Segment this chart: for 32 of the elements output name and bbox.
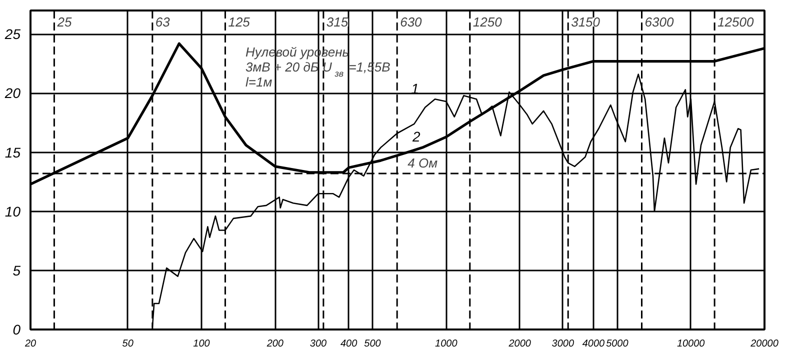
y-tick-label: 10: [4, 203, 21, 220]
x-tick-label: 10000: [676, 338, 706, 350]
x-tick-label: 4000: [582, 338, 606, 350]
x-tick-label: 50: [122, 338, 134, 350]
x-tick-label: 400: [340, 338, 358, 350]
x-tick-label: 20: [24, 338, 36, 350]
ref-line-label: 25: [56, 14, 72, 30]
x-tick-label: 200: [266, 338, 284, 350]
x-tick-label: 300: [310, 338, 328, 350]
x-tick-label: 5000: [606, 338, 629, 350]
x-tick-label: 20000: [750, 338, 779, 350]
x-tick-label: 500: [364, 338, 382, 350]
y-tick-label: 15: [4, 144, 21, 160]
y-tick-label: 0: [12, 322, 21, 338]
ref-line-label: 6300: [644, 14, 674, 30]
y-tick-label: 20: [4, 85, 21, 102]
x-tick-label: 100: [193, 338, 210, 350]
ref-line-label: 630: [400, 14, 423, 30]
ref-line-label: 315: [326, 14, 349, 30]
y-tick-label: 5: [12, 262, 21, 278]
ref-line-label: 3150: [571, 14, 601, 30]
x-tick-label: 2000: [508, 338, 532, 350]
y-tick-label: 25: [4, 26, 21, 42]
x-tick-label: 3000: [552, 338, 574, 350]
x-tick-label: 1000: [435, 338, 458, 350]
ref-line-label: 1250: [472, 14, 503, 30]
ref-line-label: 63: [155, 14, 171, 30]
ref-line-label: 4 Ом: [408, 156, 438, 171]
annotation: l=1м: [246, 74, 272, 90]
ref-line-label: 125: [228, 14, 251, 30]
ref-line-label: 12500: [718, 14, 754, 30]
series-label: 2: [411, 128, 420, 145]
